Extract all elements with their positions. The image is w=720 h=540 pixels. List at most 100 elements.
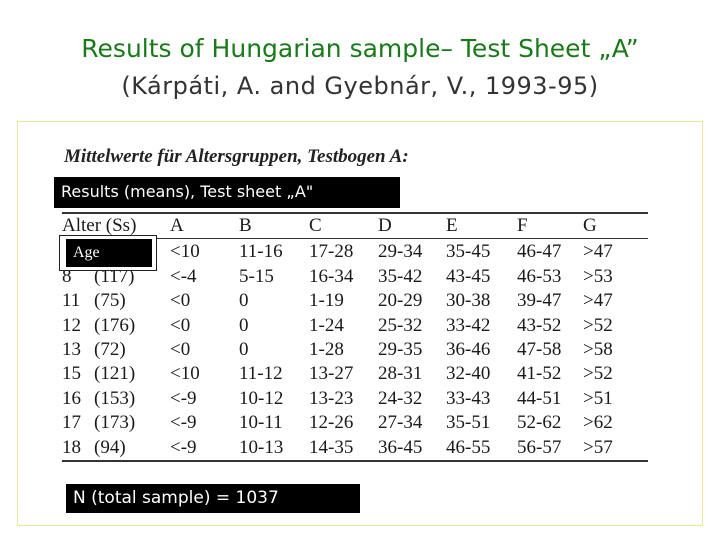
cell-d: 29-34 xyxy=(378,241,423,263)
header-cell-age: Alter (Ss) xyxy=(62,215,137,236)
cell-age: 12 xyxy=(62,314,81,336)
cell-e: 43-45 xyxy=(446,265,491,287)
results-table: Alter (Ss) A B C D E F G <10 11-16 17-28 29… xyxy=(62,212,648,462)
cell-sample-size: (153) xyxy=(94,387,136,409)
header-cell-f: F xyxy=(517,215,528,236)
figure-heading: Mittelwerte für Altersgruppen, Testbogen… xyxy=(64,146,409,167)
cell-c: 13-23 xyxy=(309,387,354,409)
table-row: 8 (117) <-4 5-15 16-34 35-42 43-45 46-53 >53 xyxy=(62,265,648,289)
cell-d: 27-34 xyxy=(378,412,423,434)
cell-f: 41-52 xyxy=(517,363,562,385)
cell-sample-size: (121) xyxy=(94,363,136,385)
cell-age: 16 xyxy=(62,387,81,409)
cell-g: >57 xyxy=(583,436,613,458)
header-cell-a: A xyxy=(170,215,184,236)
cell-g: >52 xyxy=(583,314,613,336)
cell-c: 14-35 xyxy=(309,436,354,458)
cell-e: 46-55 xyxy=(446,436,491,458)
cell-f: 39-47 xyxy=(517,290,562,312)
cell-c: 16-34 xyxy=(309,265,354,287)
cell-b: 5-15 xyxy=(239,265,274,287)
cell-e: 35-51 xyxy=(446,412,491,434)
cell-b: 0 xyxy=(239,338,249,360)
cell-g: >51 xyxy=(583,387,613,409)
table-row: <10 11-16 17-28 29-34 35-45 46-47 >47 xyxy=(62,240,648,264)
cell-f: 43-52 xyxy=(517,314,562,336)
slide-title: Results of Hungarian sample– Test Sheet … xyxy=(81,34,639,63)
cell-e: 33-43 xyxy=(446,387,491,409)
cell-b: 10-11 xyxy=(239,412,283,434)
cell-sample-size: (75) xyxy=(94,290,126,312)
cell-a: <-4 xyxy=(170,265,197,287)
cell-e: 36-46 xyxy=(446,338,491,360)
table-row: 11 (75) <0 0 1-19 20-29 30-38 39-47 >47 xyxy=(62,289,648,313)
table-row: 17 (173) <-9 10-11 12-26 27-34 35-51 52-62 >62 xyxy=(62,411,648,435)
cell-a: <0 xyxy=(170,338,191,360)
header-cell-b: B xyxy=(239,215,252,236)
table-row: 12 (176) <0 0 1-24 25-32 33-42 43-52 >52 xyxy=(62,314,648,338)
table-header-row: Alter (Ss) A B C D E F G xyxy=(62,214,648,240)
cell-c: 1-24 xyxy=(309,314,344,336)
table-body: <10 11-16 17-28 29-34 35-45 46-47 >47 8 (117) <-4… xyxy=(62,240,648,460)
cell-age-group: 15 (121) xyxy=(62,362,170,386)
cell-age-group: 13 (72) xyxy=(62,338,170,362)
cell-g: >52 xyxy=(583,363,613,385)
cell-f: 46-47 xyxy=(517,241,562,263)
cell-sample-size: (176) xyxy=(94,314,136,336)
cell-sample-size: (117) xyxy=(94,265,135,287)
cell-age-group: 12 (176) xyxy=(62,314,170,338)
cell-age: 15 xyxy=(62,363,81,385)
cell-age: 17 xyxy=(62,412,81,434)
cell-c: 17-28 xyxy=(309,241,354,263)
cell-age-group: 18 (94) xyxy=(62,436,170,460)
age-overlay-label: Age xyxy=(66,239,152,267)
cell-sample-size: (94) xyxy=(94,436,126,458)
cell-f: 44-51 xyxy=(517,387,562,409)
cell-a: <0 xyxy=(170,314,191,336)
cell-a: <10 xyxy=(170,363,200,385)
cell-a: <0 xyxy=(170,290,191,312)
cell-b: 10-13 xyxy=(239,436,284,458)
age-overlay-box: Age xyxy=(59,235,157,271)
header-cell-d: D xyxy=(378,215,392,236)
cell-d: 24-32 xyxy=(378,387,423,409)
cell-f: 52-62 xyxy=(517,412,562,434)
cell-c: 1-28 xyxy=(309,338,344,360)
cell-b: 0 xyxy=(239,290,249,312)
cell-age: 8 xyxy=(62,265,72,287)
cell-d: 28-31 xyxy=(378,363,423,385)
cell-a: <-9 xyxy=(170,436,197,458)
cell-f: 56-57 xyxy=(517,436,562,458)
cell-a: <-9 xyxy=(170,412,197,434)
cell-c: 12-26 xyxy=(309,412,354,434)
cell-e: 30-38 xyxy=(446,290,491,312)
cell-c: 13-27 xyxy=(309,363,354,385)
cell-b: 11-12 xyxy=(239,363,283,385)
cell-d: 29-35 xyxy=(378,338,423,360)
cell-e: 32-40 xyxy=(446,363,491,385)
cell-d: 36-45 xyxy=(378,436,423,458)
cell-age-group: 11 (75) xyxy=(62,289,170,313)
cell-sample-size: (72) xyxy=(94,338,126,360)
header-cell-e: E xyxy=(446,215,458,236)
cell-b: 0 xyxy=(239,314,249,336)
cell-sample-size: (173) xyxy=(94,412,136,434)
cell-b: 11-16 xyxy=(239,241,283,263)
cell-e: 33-42 xyxy=(446,314,491,336)
cell-g: >62 xyxy=(583,412,613,434)
table-row: 16 (153) <-9 10-12 13-23 24-32 33-43 44-51 >51 xyxy=(62,387,648,411)
cell-age-group: 16 (153) xyxy=(62,387,170,411)
cell-e: 35-45 xyxy=(446,241,491,263)
cell-g: >47 xyxy=(583,290,613,312)
cell-age: 13 xyxy=(62,338,81,360)
table-row: 15 (121) <10 11-12 13-27 28-31 32-40 41-52 >52 xyxy=(62,362,648,386)
cell-a: <10 xyxy=(170,241,200,263)
table-row: 13 (72) <0 0 1-28 29-35 36-46 47-58 >58 xyxy=(62,338,648,362)
total-sample-label: N (total sample) = 1037 xyxy=(66,484,360,513)
cell-d: 25-32 xyxy=(378,314,423,336)
cell-f: 46-53 xyxy=(517,265,562,287)
cell-g: >58 xyxy=(583,338,613,360)
cell-f: 47-58 xyxy=(517,338,562,360)
cell-age-group: 17 (173) xyxy=(62,411,170,435)
cell-d: 20-29 xyxy=(378,290,423,312)
